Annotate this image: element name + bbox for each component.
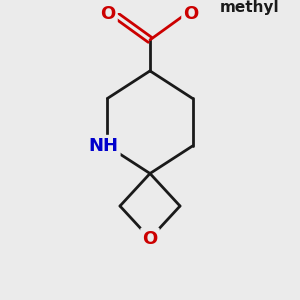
Text: NH: NH (88, 137, 119, 155)
Text: O: O (100, 5, 116, 23)
Text: O: O (142, 230, 158, 247)
Text: O: O (183, 5, 199, 23)
Text: methyl: methyl (220, 0, 279, 15)
